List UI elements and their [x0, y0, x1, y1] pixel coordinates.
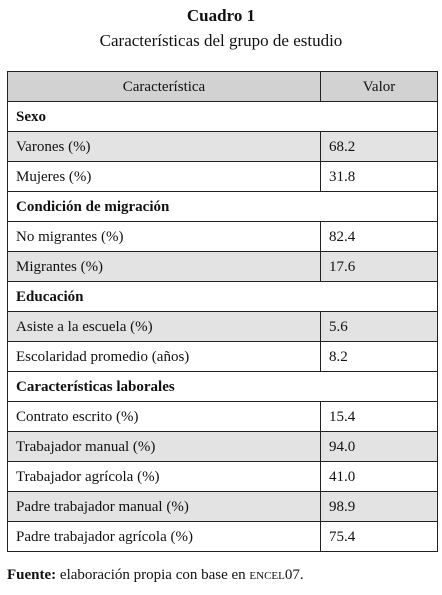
column-header-characteristic: Característica — [7, 71, 321, 102]
row-label: Migrantes (%) — [7, 251, 321, 282]
table-row: Asiste a la escuela (%) 5.6 — [7, 311, 438, 342]
row-value: 41.0 — [320, 461, 438, 492]
row-value: 17.6 — [320, 251, 438, 282]
table-row: Trabajador agrícola (%) 41.0 — [7, 461, 438, 492]
table-header-row: Característica Valor — [7, 71, 438, 102]
row-label: Escolaridad promedio (años) — [7, 341, 321, 372]
table-body: Sexo Varones (%) 68.2 Mujeres (%) 31.8 Condic… — [7, 101, 438, 552]
row-value: 5.6 — [320, 311, 438, 342]
table-row: Contrato escrito (%) 15.4 — [7, 401, 438, 432]
table-row: Escolaridad promedio (años) 8.2 — [7, 341, 438, 372]
row-label: Padre trabajador manual (%) — [7, 491, 321, 522]
table-caption: Características del grupo de estudio — [99, 31, 343, 50]
row-label: Asiste a la escuela (%) — [7, 311, 321, 342]
section-label: Condición de migración — [7, 191, 438, 222]
source-name: encel — [249, 567, 285, 583]
table-row: Padre trabajador manual (%) 98.9 — [7, 491, 438, 522]
row-value: 75.4 — [320, 521, 438, 552]
table-row: Migrantes (%) 17.6 — [7, 251, 438, 282]
section-label: Sexo — [7, 101, 438, 132]
row-label: Padre trabajador agrícola (%) — [7, 521, 321, 552]
table-row: Trabajador manual (%) 94.0 — [7, 431, 438, 462]
source-note: Fuente: elaboración propia con base en e… — [7, 566, 304, 584]
row-label: Contrato escrito (%) — [7, 401, 321, 432]
row-label: Trabajador agrícola (%) — [7, 461, 321, 492]
table-number: Cuadro 1 — [186, 6, 256, 25]
row-label: Varones (%) — [7, 131, 321, 162]
section-row: Sexo — [7, 101, 438, 132]
row-value: 31.8 — [320, 161, 438, 192]
source-label: Fuente: — [7, 567, 57, 583]
study-group-table: Característica Valor Sexo Varones (%) 68.2… — [7, 71, 438, 552]
table-row: Varones (%) 68.2 — [7, 131, 438, 162]
column-header-value: Valor — [320, 71, 438, 102]
row-value: 15.4 — [320, 401, 438, 432]
row-value: 82.4 — [320, 221, 438, 252]
row-label: Mujeres (%) — [7, 161, 321, 192]
row-label: No migrantes (%) — [7, 221, 321, 252]
table-row: Padre trabajador agrícola (%) 75.4 — [7, 521, 438, 552]
section-label: Características laborales — [7, 371, 438, 402]
row-value: 98.9 — [320, 491, 438, 522]
row-value: 94.0 — [320, 431, 438, 462]
row-value: 8.2 — [320, 341, 438, 372]
table-row: Mujeres (%) 31.8 — [7, 161, 438, 192]
row-label: Trabajador manual (%) — [7, 431, 321, 462]
section-row: Condición de migración — [7, 191, 438, 222]
section-row: Características laborales — [7, 371, 438, 402]
section-label: Educación — [7, 281, 438, 312]
source-year: 07. — [284, 567, 304, 583]
row-value: 68.2 — [320, 131, 438, 162]
source-text: elaboración propia con base en — [59, 567, 250, 583]
table-row: No migrantes (%) 82.4 — [7, 221, 438, 252]
section-row: Educación — [7, 281, 438, 312]
